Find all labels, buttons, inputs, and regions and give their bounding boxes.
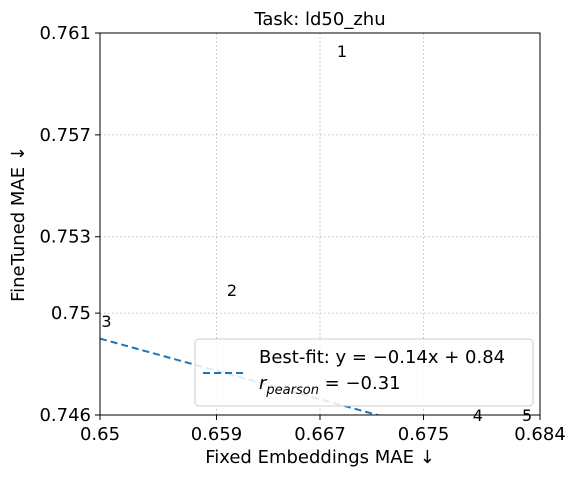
y-tick-label: 0.753 (39, 227, 91, 248)
legend-box (194, 338, 534, 407)
data-point-1: 1 (337, 42, 347, 61)
x-tick-label: 0.684 (514, 424, 566, 445)
chart-title: Task: ld50_zhu (253, 9, 385, 30)
legend-r-subscript: pearson (265, 383, 319, 398)
y-ticks: 0.746 0.75 0.753 0.757 0.761 (39, 23, 100, 426)
x-tick-label: 0.675 (398, 424, 450, 445)
x-axis-label: Fixed Embeddings MAE ↓ (205, 447, 435, 468)
data-point-3: 3 (101, 312, 111, 331)
x-tick-label: 0.65 (80, 424, 120, 445)
legend-r-label: rpearson = −0.31 (259, 373, 401, 398)
x-tick-label: 0.667 (294, 424, 346, 445)
x-tick-label: 0.659 (191, 424, 243, 445)
x-ticks: 0.65 0.659 0.667 0.675 0.684 (80, 415, 566, 445)
y-axis-label: FineTuned MAE ↓ (8, 146, 29, 302)
y-tick-label: 0.761 (39, 23, 91, 44)
y-tick-label: 0.746 (39, 405, 91, 426)
legend-r-value: = −0.31 (319, 373, 401, 394)
y-tick-label: 0.757 (39, 125, 91, 146)
y-tick-label: 0.75 (51, 303, 91, 324)
legend: Best-fit: y = −0.14x + 0.84 rpearson = −… (194, 338, 534, 407)
legend-r-symbol: r (259, 373, 268, 394)
data-point-2: 2 (227, 281, 237, 300)
legend-fit-label: Best-fit: y = −0.14x + 0.84 (259, 347, 505, 368)
